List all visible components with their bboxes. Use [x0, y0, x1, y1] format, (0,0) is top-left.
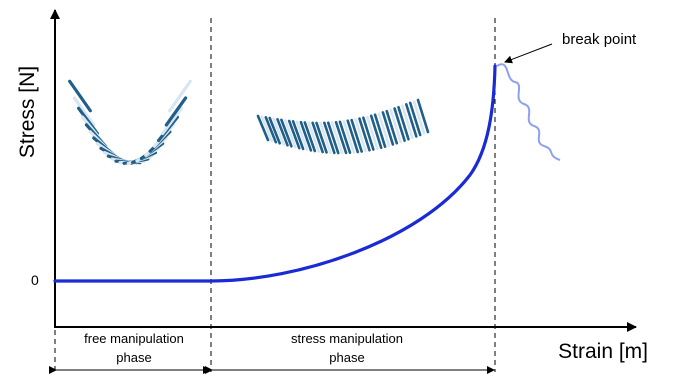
fabric-strip [404, 103, 418, 138]
fabric-strip [307, 121, 321, 153]
fabric-strip [365, 115, 379, 150]
break-point-arrow [504, 43, 553, 64]
stress-phase-label-line2: phase [329, 350, 364, 365]
fabric-strip [354, 118, 367, 153]
fabric-strip [295, 120, 309, 151]
fabric-strip [342, 120, 356, 154]
fabric-strip [160, 106, 184, 136]
fabric-strip [276, 117, 289, 147]
fabric-strip [350, 118, 363, 153]
break-point-label: break point [562, 31, 637, 48]
fabric-strip [168, 79, 192, 113]
fabric-strip [401, 104, 414, 140]
fabric-strip [319, 121, 332, 154]
fabric-strip [264, 116, 278, 144]
free-phase-label-line2: phase [116, 350, 151, 365]
fabric-strip [299, 120, 313, 152]
fabric-strip [256, 114, 270, 142]
fabric-strip [272, 117, 285, 146]
fabric-strip [280, 118, 293, 148]
fabric-strip [385, 109, 399, 145]
fabric-strip [334, 120, 348, 155]
fabric-strip [377, 112, 391, 147]
break-wave [496, 63, 561, 161]
fabric-strip [268, 116, 282, 145]
stress-strain-curve [53, 64, 497, 283]
fabric-strip [362, 116, 375, 151]
fabric-strip [369, 114, 383, 150]
fabric-strip [303, 121, 317, 153]
fabric-strip [72, 96, 96, 127]
fabric-strip [323, 121, 336, 155]
fabric-strip [68, 79, 92, 113]
x-axis-label: Strain [m] [558, 340, 648, 363]
fabric-strip [358, 117, 371, 152]
fabric-strip [408, 101, 422, 137]
stretched-fabric-illustration [256, 98, 430, 155]
fabric-strip [287, 119, 301, 150]
fabric-strip [393, 107, 406, 142]
stress-phase-label-line1: stress manipulation [291, 331, 403, 346]
fabric-strip [389, 108, 402, 144]
y-axis-label: Stress [N] [16, 66, 39, 158]
free-phase-label-line1: free manipulation [84, 331, 184, 346]
fabric-strip [346, 119, 360, 154]
fabric-strip [381, 111, 395, 146]
fabric-strip [326, 121, 340, 155]
fabric-strip [338, 120, 352, 154]
fabric-strip [164, 96, 188, 127]
fabric-strip [291, 120, 305, 151]
fabric-strip [416, 98, 430, 134]
fabric-strip [284, 119, 297, 149]
fabric-strip [373, 113, 387, 148]
zero-tick-label: 0 [31, 272, 39, 288]
fabric-strip [397, 105, 410, 141]
draped-fabric-illustration [68, 79, 192, 165]
fabric-strip [311, 121, 324, 154]
fabric-strip [315, 121, 328, 154]
fabric-strip [412, 100, 426, 135]
fabric-strip [260, 115, 274, 143]
fabric-strip [330, 121, 344, 155]
